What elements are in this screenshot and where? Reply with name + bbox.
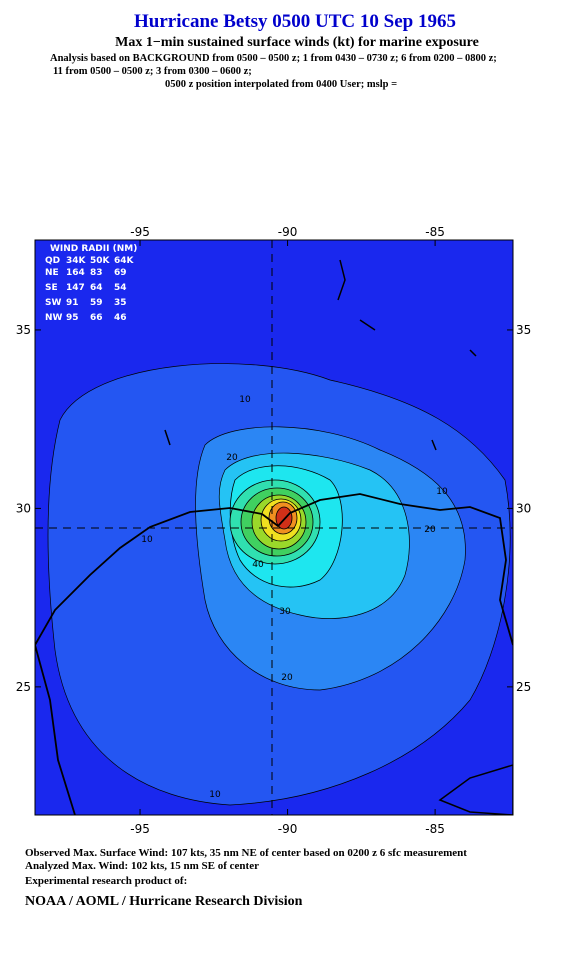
wind-radii-cell: SE [45,283,58,293]
map-frame [34,239,514,816]
y-tick-label: 35 [16,323,31,337]
x-tick-label: -95 [130,225,150,239]
map-annotations: -95 -95 -90 -90 -85 -85 25 25 30 30 35 35 10 10 10 10 20… [16,225,532,836]
wind-radii-title: WIND RADII (NM) [50,244,137,254]
contour-label: 40 [252,560,264,570]
wind-radii-cell: 147 [66,283,85,293]
wind-radii-cell: 35 [114,298,127,308]
wind-radii-cell: 66 [90,313,103,323]
wind-radii-header: 50K [90,256,111,266]
wind-radii-cell: NW [45,313,63,323]
wind-radii-header: QD [45,256,60,266]
wind-radii-cell: 46 [114,313,127,323]
footer-line: Analyzed Max. Wind: 102 kts, 15 nm SE of… [25,860,259,872]
wind-radii-cell: 69 [114,268,127,278]
footer-line: Experimental research product of: [25,875,187,887]
wind-radii-cell: 54 [114,283,127,293]
wind-radii-cell: 91 [66,298,79,308]
x-tick-label: -85 [425,822,445,836]
analysis-line: Analysis based on BACKGROUND from 0500 –… [50,53,497,64]
y-tick-label: 35 [516,323,531,337]
y-tick-label: 25 [16,680,31,694]
x-tick-label: -85 [425,225,445,239]
wind-radii-cell: SW [45,298,61,308]
analysis-line: 11 from 0500 – 0500 z; 3 from 0300 – 060… [53,66,252,77]
y-tick-label: 30 [516,501,531,515]
wind-radii-cell: 64 [90,283,103,293]
contour-label: 20 [281,673,293,683]
wind-radii-cell: NE [45,268,59,278]
y-tick-label: 30 [16,501,31,515]
wind-radii-header: 64K [114,256,135,266]
footer-line: Observed Max. Surface Wind: 107 kts, 35 … [25,847,467,859]
contour-label: 10 [141,535,153,545]
wind-field [35,240,513,815]
wind-radii-cell: 83 [90,268,103,278]
analysis-line: 0500 z position interpolated from 0400 U… [165,79,397,90]
wind-radii-header: 34K [66,256,87,266]
contour-label: 10 [239,395,251,405]
contour-label: 20 [226,453,238,463]
wind-radii-cell: 59 [90,298,103,308]
credit: NOAA / AOML / Hurricane Research Divisio… [25,894,303,909]
contour-label: 10 [436,487,448,497]
contour-label: 20 [424,525,436,535]
y-tick-label: 25 [516,680,531,694]
wind-radii-cell: 164 [66,268,85,278]
x-tick-label: -95 [130,822,150,836]
contour-label: 30 [279,607,291,617]
subtitle: Max 1−min sustained surface winds (kt) f… [115,35,479,50]
x-tick-label: -90 [278,822,298,836]
title: Hurricane Betsy 0500 UTC 10 Sep 1965 [134,11,456,32]
contour-label: 10 [209,790,221,800]
x-tick-label: -90 [278,225,298,239]
wind-radii-cell: 95 [66,313,79,323]
